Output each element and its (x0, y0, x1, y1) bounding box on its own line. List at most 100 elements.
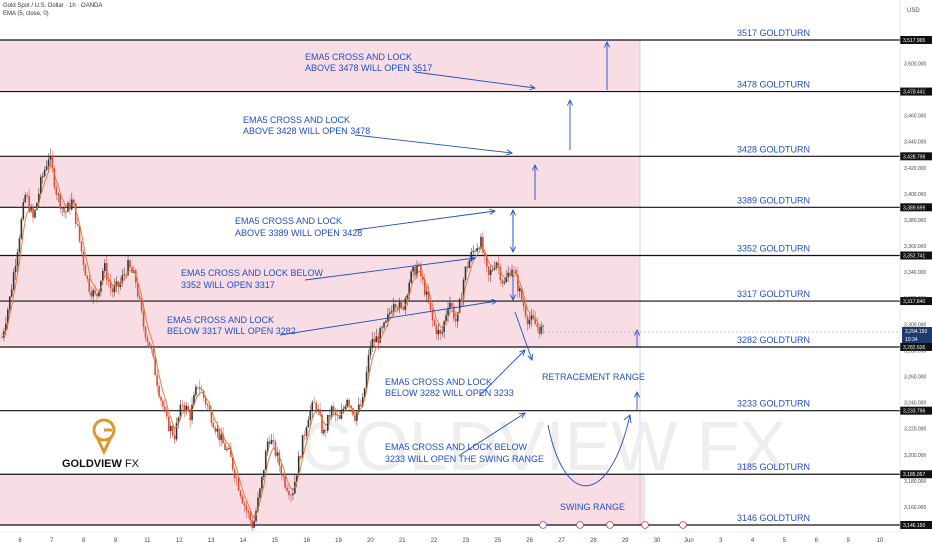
candle-body (7, 309, 9, 324)
level-label: 3517 GOLDTURN (737, 28, 810, 38)
annotation-3282-line2: BELOW 3282 WILL OPEN 3233 (385, 388, 514, 398)
x-axis-tick: 6 (815, 538, 819, 544)
candle-body (354, 415, 356, 421)
candle-body (80, 241, 83, 252)
current-price-tag (902, 327, 932, 335)
zone-3146-3185 (0, 475, 645, 525)
y-axis-tick: 3,220.000 (904, 427, 926, 433)
annotation-3389-line2: ABOVE 3389 WILL OPEN 3428 (235, 228, 362, 238)
candle-body (218, 428, 220, 441)
candle-body (96, 293, 98, 297)
candle-body (216, 428, 219, 432)
candle-body (158, 385, 160, 397)
us-flag-event-icon[interactable] (679, 521, 687, 529)
candle-body (102, 270, 104, 281)
candle-body (55, 187, 58, 195)
watermark-text: GOLDVIEW FX (300, 407, 786, 485)
candle-body (162, 400, 164, 407)
candle-body (334, 410, 337, 416)
annotation-arrow (279, 300, 498, 336)
candle-body (422, 276, 424, 280)
candle-body (90, 291, 93, 297)
candle-body (94, 290, 96, 294)
candle-body (330, 406, 333, 417)
x-axis-tick: 3 (719, 538, 723, 544)
candle-body (154, 356, 157, 376)
candle-body (369, 346, 372, 356)
candle-body (429, 302, 432, 310)
arrow-head (491, 298, 499, 305)
us-flag-event-icon[interactable] (641, 521, 649, 529)
candle-body (534, 318, 537, 325)
candle-body (414, 266, 416, 276)
candle-body (253, 521, 255, 528)
candle-body (338, 416, 341, 419)
candle-body (466, 266, 469, 268)
ema5-line (1, 165, 544, 519)
candle-body (542, 326, 544, 327)
candle-body (208, 405, 211, 410)
candle-body (478, 247, 480, 249)
candle-body (45, 166, 48, 170)
candle-body (212, 422, 215, 428)
candle-body (233, 469, 236, 479)
candle-body (371, 339, 374, 347)
candle-body (109, 281, 112, 289)
candle-body (379, 328, 381, 343)
candle-body (179, 404, 182, 418)
us-flag-event-icon[interactable] (606, 521, 614, 529)
candle-body (420, 264, 422, 277)
x-axis-tick: 19 (335, 538, 342, 544)
annotation-arrow (414, 71, 536, 89)
candle-body (365, 371, 368, 389)
candle-body (67, 202, 69, 212)
candle-body (74, 202, 77, 225)
level-price-tag-text: 3,428.798 (903, 154, 925, 160)
x-axis-tick: 9 (114, 538, 118, 544)
us-flag-event-icon[interactable] (576, 521, 584, 529)
event-marker-icon[interactable] (539, 521, 547, 529)
candle-body (515, 270, 517, 275)
candle-body (30, 207, 32, 212)
candle-body (433, 320, 436, 326)
arrow-head (531, 163, 539, 171)
candle-body (387, 314, 389, 321)
candle-body (129, 260, 131, 268)
candle-body (375, 336, 378, 343)
candle-body (103, 263, 106, 271)
candle-body (76, 224, 79, 226)
candle-body (462, 279, 465, 299)
candle-body (507, 272, 509, 278)
x-axis-tick: 14 (240, 538, 247, 544)
countdown-tag (902, 335, 932, 343)
arrow-head (519, 349, 526, 356)
annotation-3352-line1: EMA5 CROSS AND LOCK BELOW (181, 268, 324, 278)
arrow-head (489, 208, 497, 215)
level-price-tag-text: 3,317.840 (903, 299, 925, 305)
annotation-3428-line1: EMA5 CROSS AND LOCK (243, 115, 350, 125)
candle-body (270, 439, 273, 445)
level-price-tag-text: 3,517.965 (903, 38, 925, 44)
candle-body (517, 274, 519, 292)
candle-body (468, 260, 471, 268)
y-axis-tick: 3,360.000 (904, 244, 926, 250)
chart-symbol-title: Gold Spot / U.S. Dollar · 1h · OANDA (3, 3, 103, 9)
candle-body (292, 493, 294, 496)
candle-body (276, 452, 279, 456)
candle-body (439, 330, 442, 334)
y-axis-tick: 3,480.000 (904, 88, 926, 94)
candle-body (499, 267, 502, 281)
candle-body (239, 490, 242, 497)
candle-body (214, 427, 217, 432)
annotation-arrow (479, 349, 526, 396)
x-axis-tick: 30 (654, 538, 661, 544)
arrow-head (529, 84, 537, 91)
annotation-3282-line1: EMA5 CROSS AND LOCK (385, 377, 492, 387)
candle-body (346, 399, 348, 407)
annotation-3233-line2: 3233 WILL OPEN THE SWING RANGE (385, 454, 544, 464)
candle-body (243, 503, 246, 506)
candle-body (493, 267, 496, 270)
candle-body (111, 288, 114, 293)
level-label: 3317 GOLDTURN (737, 289, 810, 299)
